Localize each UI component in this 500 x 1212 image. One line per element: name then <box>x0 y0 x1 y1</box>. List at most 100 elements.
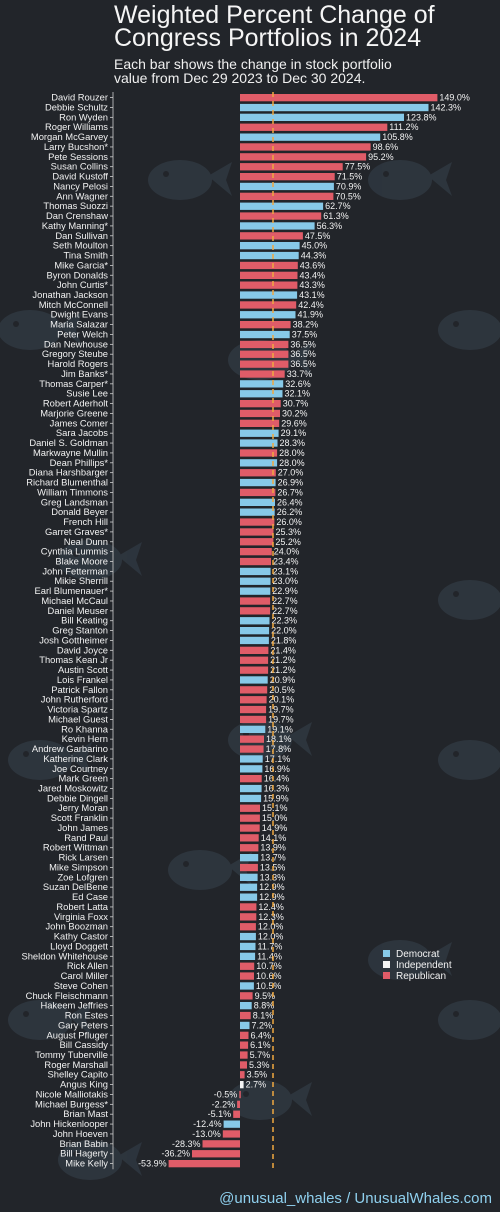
value-label: 33.7% <box>287 369 313 379</box>
category-label: Garret Graves* <box>45 526 108 537</box>
category-label: Greg Landsman <box>41 496 108 507</box>
value-label: 22.9% <box>272 586 298 596</box>
bar <box>240 163 343 171</box>
bar <box>240 883 258 891</box>
category-label: Jerry Moran <box>58 802 108 813</box>
whale-watermark-icon <box>438 1000 500 1040</box>
category-label: Mitch McConnell <box>39 299 108 310</box>
bar <box>240 153 367 161</box>
whale-watermark-icon <box>148 160 232 200</box>
category-label: Thomas Carper* <box>39 378 108 389</box>
value-label: -36.2% <box>161 1149 190 1159</box>
value-label: 32.6% <box>285 379 311 389</box>
value-label: 14.1% <box>261 833 287 843</box>
category-label: Marjorie Greene <box>40 407 108 418</box>
bar <box>240 814 260 822</box>
category-label: Nicole Malliotakis <box>36 1089 109 1100</box>
category-label: Peter Welch <box>57 329 108 340</box>
category-label: Debbie Dingell <box>47 792 108 803</box>
value-label: 41.9% <box>298 310 324 320</box>
chart-subtitle: Each bar shows the change in stock portf… <box>114 56 392 86</box>
value-label: 28.3% <box>280 438 306 448</box>
value-label: 142.3% <box>431 103 462 113</box>
value-label: 30.2% <box>282 408 308 418</box>
value-label: 45.0% <box>302 241 328 251</box>
category-label: Diana Harshbarger <box>29 467 108 478</box>
value-label: 7.2% <box>252 1020 273 1030</box>
whale-watermark-icon <box>438 740 500 780</box>
category-label: Suzan DelBene <box>43 881 108 892</box>
bar <box>240 1081 244 1089</box>
bar <box>240 94 438 102</box>
value-label: 12.0% <box>258 932 284 942</box>
bar <box>240 794 262 803</box>
bar <box>240 508 275 516</box>
bar <box>240 577 271 585</box>
category-label: Zoe Lofgren <box>57 871 108 882</box>
bar <box>240 469 276 477</box>
category-label: Susie Lee <box>66 388 108 399</box>
bar <box>240 666 269 674</box>
value-label: 19.7% <box>268 705 294 715</box>
value-label: 36.5% <box>290 359 316 369</box>
category-label: Jonathan Jackson <box>32 289 108 300</box>
category-label: John Rutherford <box>41 694 108 705</box>
value-label: -13.0% <box>192 1129 221 1139</box>
category-label: Kevin Hern <box>62 733 108 744</box>
whale-watermark-icon <box>58 1140 142 1180</box>
whale-watermark-icon <box>8 740 92 780</box>
bar <box>240 1061 247 1069</box>
category-label: Jim Banks* <box>61 368 108 379</box>
category-label: Robert Aderholt <box>43 398 109 409</box>
bar <box>240 755 263 763</box>
bar <box>240 775 262 783</box>
bar <box>240 903 257 911</box>
value-label: 11.7% <box>258 941 283 951</box>
value-label: 42.4% <box>298 300 324 310</box>
category-label: Joe Courtney <box>52 763 108 774</box>
value-label: 20.5% <box>269 685 295 695</box>
bar <box>240 400 281 408</box>
value-label: 43.4% <box>300 270 326 280</box>
value-label: 37.5% <box>292 330 318 340</box>
value-label: 47.5% <box>305 231 331 241</box>
category-label: Dan Crenshaw <box>46 210 108 221</box>
value-label: 70.9% <box>336 181 362 191</box>
chart-title: Weighted Percent Change of Congress Port… <box>114 1 435 52</box>
value-label: 26.4% <box>277 497 303 507</box>
category-label: Patrick Fallon <box>51 684 108 695</box>
value-label: 32.1% <box>285 389 311 399</box>
bar <box>240 745 264 753</box>
value-label: 10.5% <box>256 981 282 991</box>
category-label: Seth Moulton <box>53 240 108 251</box>
category-label: Tommy Tuberville <box>35 1049 108 1060</box>
value-label: 16.3% <box>264 784 290 794</box>
category-label: Lois Frankel <box>57 674 108 685</box>
bar <box>240 1071 245 1079</box>
value-label: 26.2% <box>277 507 303 517</box>
bar <box>240 617 270 625</box>
category-label: Blake Moore <box>55 556 108 567</box>
whale-watermark-icon <box>0 310 82 350</box>
value-label: 8.8% <box>254 1001 275 1011</box>
bar <box>240 232 303 240</box>
value-label: 16.9% <box>264 764 290 774</box>
bar <box>240 192 334 200</box>
bar <box>240 311 296 319</box>
category-label: Maria Salazar <box>50 319 108 330</box>
value-label: 21.4% <box>270 645 296 655</box>
value-label: 15.1% <box>262 803 288 813</box>
category-label: Markwayne Mullin <box>33 447 108 458</box>
whale-watermark-layer <box>0 160 500 1180</box>
category-label: Carol Miller <box>61 970 108 981</box>
whale-watermark-icon <box>8 1000 92 1040</box>
category-label: Lloyd Doggett <box>50 940 108 951</box>
bar <box>240 844 259 852</box>
category-label: Robert Latta <box>56 901 108 912</box>
bar <box>240 360 289 368</box>
bar <box>240 518 275 526</box>
value-label: -12.4% <box>193 1119 222 1129</box>
category-label: Brian Babin <box>60 1138 108 1149</box>
bar <box>240 1002 252 1010</box>
bar <box>240 725 266 733</box>
